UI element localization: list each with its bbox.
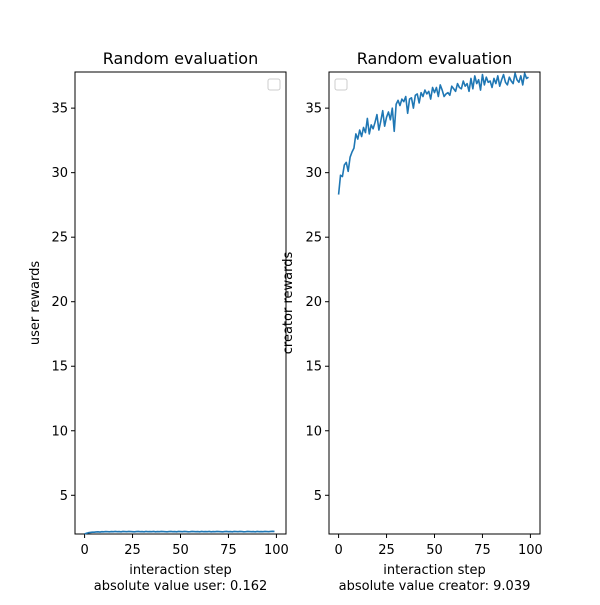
y-tick-label: 20 [305,295,322,310]
y-axis-label: user rewards [28,261,43,346]
y-tick-label: 25 [51,231,68,246]
x-tick-label: 75 [220,543,237,558]
x-tick-label: 25 [124,543,141,558]
y-axis-ticks: 5 10 15 20 25 30 35 [51,102,75,504]
y-axis-ticks: 5 10 15 20 25 30 35 [305,102,329,504]
y-tick-label: 30 [51,166,68,181]
chart-panel-user: Random evaluation 5 10 15 20 25 30 35 0 25 50 75 1… [28,49,289,594]
x-tick-label: 100 [264,543,289,558]
chart-title: Random evaluation [357,49,512,68]
y-tick-label: 10 [51,424,68,439]
series-line [337,72,529,195]
x-tick-label: 75 [474,543,491,558]
y-tick-label: 35 [51,102,68,117]
legend-box [267,78,281,91]
legend-box [334,78,348,91]
y-tick-label: 10 [305,424,322,439]
y-tick-label: 15 [305,360,322,375]
x-tick-label: 100 [518,543,543,558]
series-line [84,530,275,535]
y-tick-label: 15 [51,360,68,375]
y-tick-label: 5 [60,489,68,504]
absolute-value-caption: absolute value creator: 9.039 [339,579,531,594]
x-tick-label: 50 [426,543,443,558]
y-tick-label: 5 [314,489,322,504]
x-tick-label: 50 [172,543,189,558]
y-tick-label: 20 [51,295,68,310]
plot-area [74,71,287,535]
plot-area [328,71,541,535]
x-tick-label: 0 [80,543,88,558]
chart-title: Random evaluation [103,49,258,68]
absolute-value-caption: absolute value user: 0.162 [94,579,268,594]
y-axis-label: creator rewards [281,252,296,355]
y-tick-label: 35 [305,102,322,117]
x-axis-ticks: 0 25 50 75 100 [334,534,543,558]
y-tick-label: 30 [305,166,322,181]
series-line-path [337,72,529,195]
x-tick-label: 0 [334,543,342,558]
y-tick-label: 25 [305,231,322,246]
x-tick-label: 25 [378,543,395,558]
x-axis-ticks: 0 25 50 75 100 [80,534,289,558]
chart-panel-creator: Random evaluation 5 10 15 20 25 30 35 0 25 50 75 1… [281,49,543,594]
x-axis-label: interaction step [383,563,486,578]
series-line-path [84,530,275,535]
x-axis-label: interaction step [129,563,232,578]
